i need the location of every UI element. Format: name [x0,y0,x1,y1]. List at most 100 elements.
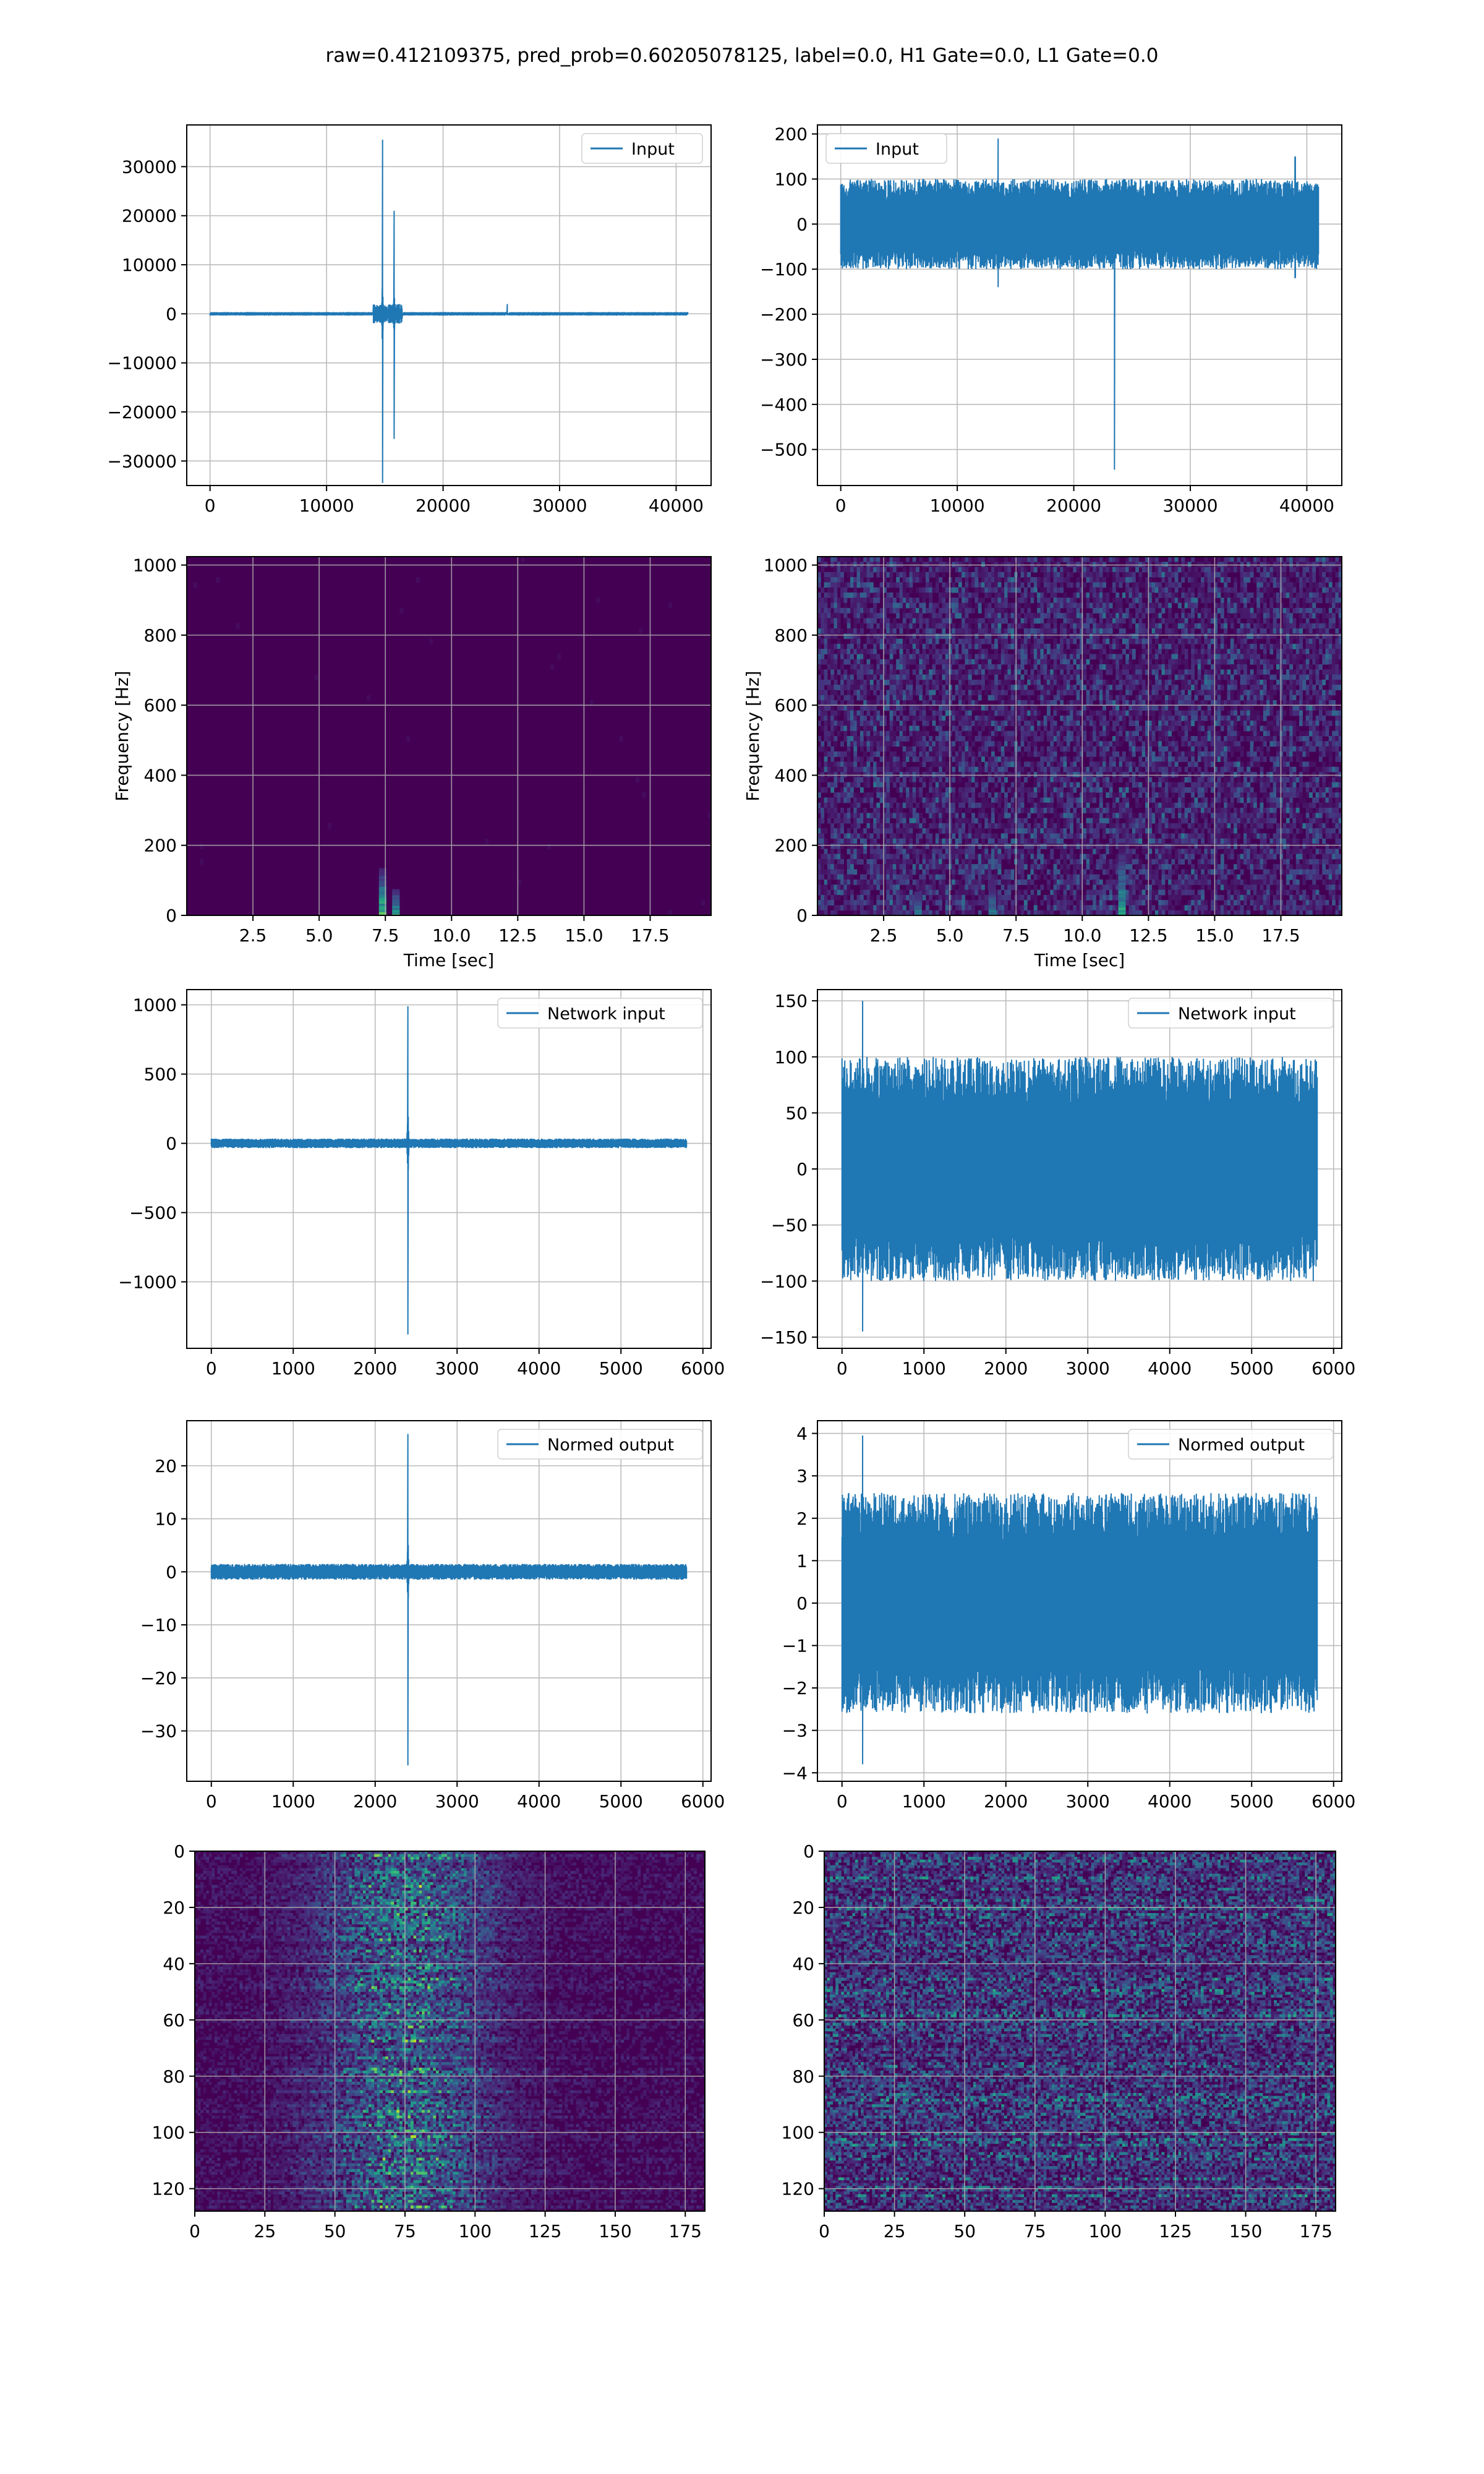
spectrogram-image [817,557,1342,915]
x-tick-label: 4000 [517,1791,561,1812]
y-tick-label: 50 [785,1103,808,1123]
y-tick-label: −2 [782,1678,808,1698]
x-tick-label: 3000 [1066,1791,1110,1812]
x-tick-label: 10000 [930,495,985,516]
grid-lines [187,990,711,1348]
y-tick-label: 1 [796,1551,808,1571]
x-tick-label: 5.0 [936,925,964,946]
y-tick-label: 0 [166,1562,177,1582]
x-tick-label: 150 [599,2221,631,2241]
x-tick-label: 17.5 [631,925,669,946]
x-tick-label: 5000 [599,1358,643,1379]
y-tick-label: 60 [792,2010,814,2031]
y-tick-label: 100 [782,2123,814,2143]
y-tick-label: 40 [792,1954,814,1974]
axis-ticks: 2.5 5.0 7.5 10.0 12.5 15.0 17.5 0 200 400 600 800 10… [764,555,1300,946]
y-tick-label: 600 [775,695,808,716]
axes-frame [186,124,712,486]
series-line [841,1436,1318,1765]
y-tick-label: 20 [163,1898,185,1918]
legend: Normed output [497,1429,703,1460]
y-tick-label: 60 [163,2010,185,2031]
y-tick-label: 1000 [764,555,808,576]
y-tick-label: −30 [140,1721,177,1742]
x-tick-label: 25 [884,2221,906,2241]
y-tick-label: −20 [140,1668,177,1689]
y-tick-label: −100 [760,1271,808,1291]
y-tick-label: 800 [775,625,808,646]
x-tick-label: 1000 [271,1791,315,1812]
x-tick-label: 10.0 [432,925,471,946]
figure-title: raw=0.412109375, pred_prob=0.60205078125… [0,45,1484,67]
axis-ticks: 0 25 50 75 100 125 150 175 0 20 40 60 80 100 120 [152,1841,702,2241]
legend-label: Input [876,140,919,159]
x-tick-label: 1000 [902,1791,946,1812]
y-tick-label: 3 [796,1466,808,1486]
y-tick-label: 40 [163,1954,185,1974]
axis-ticks: 0 25 50 75 100 125 150 175 0 20 40 60 80 100 120 [782,1841,1333,2241]
y-tick-label: 0 [166,905,177,926]
axis-ticks: 0 10000 20000 30000 40000 −30000 −20000 −10000 0… [107,156,704,516]
y-tick-label: −20000 [107,402,177,422]
x-tick-label: 0 [205,495,216,516]
y-tick-label: 0 [796,1593,808,1614]
spectrogram-image [187,557,711,915]
x-tick-label: 2.5 [239,925,267,946]
y-tick-label: −300 [760,349,808,370]
axis-ticks: 0 1000 2000 3000 4000 5000 6000 −150 −100 −50 0 50 1… [760,991,1355,1379]
x-tick-label: 0 [819,2221,830,2241]
y-tick-label: −10 [140,1615,177,1635]
y-tick-label: 0 [796,1159,808,1179]
axes-frame [824,1851,1336,2212]
panel-row2-right: 2.5 5.0 7.5 10.0 12.5 15.0 17.5 0 200 400 600 800 10… [743,555,1342,970]
axes-frame [817,124,1342,486]
y-tick-label: −1000 [118,1272,177,1293]
panel-row5-left: 0 25 50 75 100 125 150 175 0 20 40 60 80 100 120 [152,1841,706,2241]
y-tick-label: 10 [155,1509,177,1530]
y-tick-label: −500 [129,1203,177,1223]
x-tick-label: 12.5 [1129,925,1167,946]
y-tick-label: 80 [792,2066,814,2087]
y-tick-label: −4 [782,1763,808,1783]
legend-label: Input [631,140,675,159]
axes-frame [817,1420,1342,1782]
y-tick-label: −50 [771,1215,808,1236]
y-tick-label: 120 [152,2179,185,2199]
x-tick-label: 1000 [271,1358,315,1379]
x-tick-label: 30000 [1162,495,1217,516]
x-tick-label: 15.0 [565,925,603,946]
series-line [841,1001,1318,1332]
x-tick-label: 6000 [681,1791,725,1812]
x-tick-label: 25 [254,2221,276,2241]
y-tick-label: 2 [796,1509,808,1529]
x-tick-label: 125 [1159,2221,1192,2241]
axes-frame [186,989,712,1349]
x-tick-label: 7.5 [1002,925,1030,946]
y-tick-label: 0 [803,1841,814,1862]
x-tick-label: 20000 [1046,495,1101,516]
x-tick-label: 4000 [517,1358,561,1379]
y-tick-label: 0 [174,1841,185,1862]
legend-label: Normed output [1178,1436,1305,1455]
y-tick-label: 100 [775,169,808,189]
y-tick-label: 10000 [122,255,177,275]
matrix-heatmap-image [195,1851,705,2211]
grid-lines [817,125,1342,486]
x-tick-label: 50 [324,2221,346,2241]
x-tick-label: 40000 [649,495,704,516]
matrix-heatmap-image [824,1851,1336,2211]
y-tick-label: −10000 [107,353,177,374]
x-tick-label: 100 [459,2221,492,2241]
grid-lines [187,125,711,486]
x-tick-label: 12.5 [498,925,537,946]
y-tick-label: −200 [760,304,808,325]
y-tick-label: −30000 [107,451,177,471]
y-axis-label: Frequency [Hz] [743,670,763,801]
x-tick-label: 2.5 [870,925,898,946]
y-tick-label: −500 [760,440,808,460]
y-tick-label: 30000 [122,156,177,177]
x-tick-label: 15.0 [1195,925,1234,946]
series-line [840,138,1320,470]
